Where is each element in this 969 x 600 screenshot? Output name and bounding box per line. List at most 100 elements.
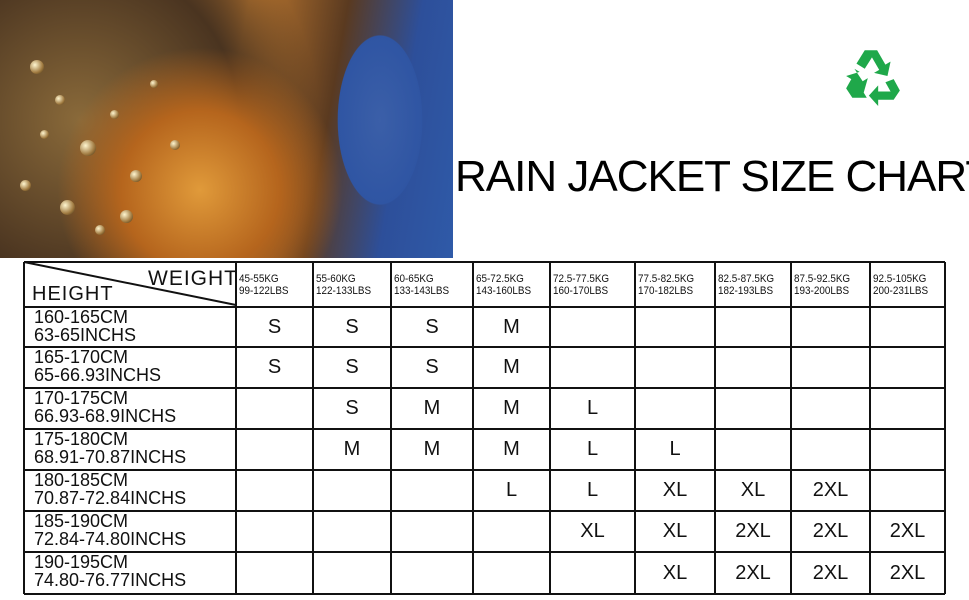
size-cell xyxy=(715,347,791,388)
water-drop xyxy=(30,60,44,74)
row-height-cm: 185-190CM xyxy=(34,511,129,531)
size-cell: L xyxy=(505,479,518,501)
size-cell xyxy=(236,388,313,429)
column-weight-kg: 45-55KG xyxy=(239,273,279,285)
size-cell: 2XL xyxy=(889,520,926,542)
row-height-inches: 72.84-74.80INCHS xyxy=(34,529,187,549)
column-weight-lbs: 170-182LBS xyxy=(638,285,694,297)
column-weight-kg: 65-72.5KG xyxy=(476,273,524,285)
size-cell xyxy=(236,429,313,470)
size-cell: L xyxy=(586,479,599,501)
corner-diagonal xyxy=(23,261,237,306)
column-weight-lbs: 193-200LBS xyxy=(794,285,850,297)
water-drop xyxy=(20,180,31,191)
water-drop xyxy=(120,210,133,223)
size-cell: M xyxy=(423,397,441,419)
size-cell xyxy=(870,347,945,388)
size-cell xyxy=(391,511,473,552)
size-cell: XL xyxy=(580,520,605,542)
size-cell: S xyxy=(425,315,439,338)
size-cell: S xyxy=(345,397,359,419)
column-weight-lbs: 182-193LBS xyxy=(718,285,774,297)
size-cell: XL xyxy=(662,479,688,501)
size-cell: XL xyxy=(662,520,688,542)
size-cell: M xyxy=(503,438,520,460)
size-cell xyxy=(870,388,945,429)
size-cell xyxy=(635,307,715,347)
row-height-inches: 70.87-72.84INCHS xyxy=(34,488,187,508)
size-cell: XL xyxy=(662,561,688,584)
water-drop xyxy=(130,170,142,182)
tree-bark-water-drops-photo xyxy=(0,0,453,258)
size-cell xyxy=(391,552,473,594)
size-cell xyxy=(870,307,945,347)
row-height-cm: 190-195CM xyxy=(34,552,129,572)
size-cell xyxy=(635,388,715,429)
size-cell: 2XL xyxy=(812,520,849,542)
size-cell xyxy=(715,429,791,470)
size-cell xyxy=(236,552,313,594)
size-cell: S xyxy=(267,315,282,338)
row-height-cm: 180-185CM xyxy=(34,470,129,490)
water-drop xyxy=(40,130,49,139)
size-cell: 2XL xyxy=(735,520,771,542)
page-title: RAIN JACKET SIZE CHART xyxy=(455,152,969,201)
size-cell: S xyxy=(267,356,282,378)
size-cell: M xyxy=(423,438,441,460)
size-cell xyxy=(870,470,945,511)
size-cell: L xyxy=(669,438,681,460)
water-drop xyxy=(150,80,158,88)
column-weight-lbs: 122-133LBS xyxy=(316,285,372,297)
size-cell xyxy=(791,347,870,388)
row-height-cm: 175-180CM xyxy=(34,429,129,449)
size-cell: L xyxy=(586,438,599,460)
size-cell xyxy=(715,307,791,347)
size-cell: 2XL xyxy=(812,561,849,584)
column-weight-lbs: 99-122LBS xyxy=(239,285,289,297)
column-weight-kg: 60-65KG xyxy=(394,273,434,285)
size-cell: S xyxy=(345,356,359,378)
size-cell: L xyxy=(586,397,599,419)
column-weight-lbs: 160-170LBS xyxy=(553,285,609,297)
column-weight-lbs: 133-143LBS xyxy=(394,285,450,297)
size-cell xyxy=(236,511,313,552)
column-weight-kg: 77.5-82.5KG xyxy=(638,273,695,285)
size-cell xyxy=(550,552,635,594)
water-drop xyxy=(170,140,180,150)
column-weight-kg: 72.5-77.5KG xyxy=(553,273,610,285)
size-cell xyxy=(313,511,391,552)
corner-height-label: HEIGHT xyxy=(32,283,114,305)
column-weight-kg: 82.5-87.5KG xyxy=(718,273,775,285)
corner-weight-label: WEIGHT xyxy=(148,267,238,290)
size-cell: XL xyxy=(740,479,766,501)
size-cell xyxy=(236,470,313,511)
size-cell: M xyxy=(503,397,520,419)
row-height-cm: 165-170CM xyxy=(34,347,129,367)
size-cell: M xyxy=(503,356,520,378)
size-cell xyxy=(635,347,715,388)
water-drop xyxy=(110,110,119,119)
size-cell xyxy=(473,511,550,552)
size-cell xyxy=(313,470,391,511)
row-height-cm: 160-165CM xyxy=(34,307,129,327)
row-height-inches: 66.93-68.9INCHS xyxy=(34,406,177,426)
size-cell: M xyxy=(503,315,520,338)
water-drop xyxy=(95,225,105,235)
column-weight-lbs: 143-160LBS xyxy=(476,285,532,297)
column-weight-kg: 92.5-105KG xyxy=(873,273,927,285)
water-drop xyxy=(60,200,75,215)
size-cell xyxy=(870,429,945,470)
row-height-inches: 63-65INCHS xyxy=(34,325,137,345)
water-drop xyxy=(80,140,96,156)
size-cell xyxy=(791,388,870,429)
column-weight-lbs: 200-231LBS xyxy=(873,285,929,297)
column-weight-kg: 55-60KG xyxy=(316,273,356,285)
size-cell xyxy=(550,307,635,347)
recycle-icon xyxy=(846,50,900,106)
size-cell xyxy=(473,552,550,594)
row-height-inches: 65-66.93INCHS xyxy=(34,365,162,385)
column-weight-kg: 87.5-92.5KG xyxy=(794,273,851,285)
size-cell: 2XL xyxy=(812,479,849,501)
row-height-inches: 74.80-76.77INCHS xyxy=(34,570,187,590)
